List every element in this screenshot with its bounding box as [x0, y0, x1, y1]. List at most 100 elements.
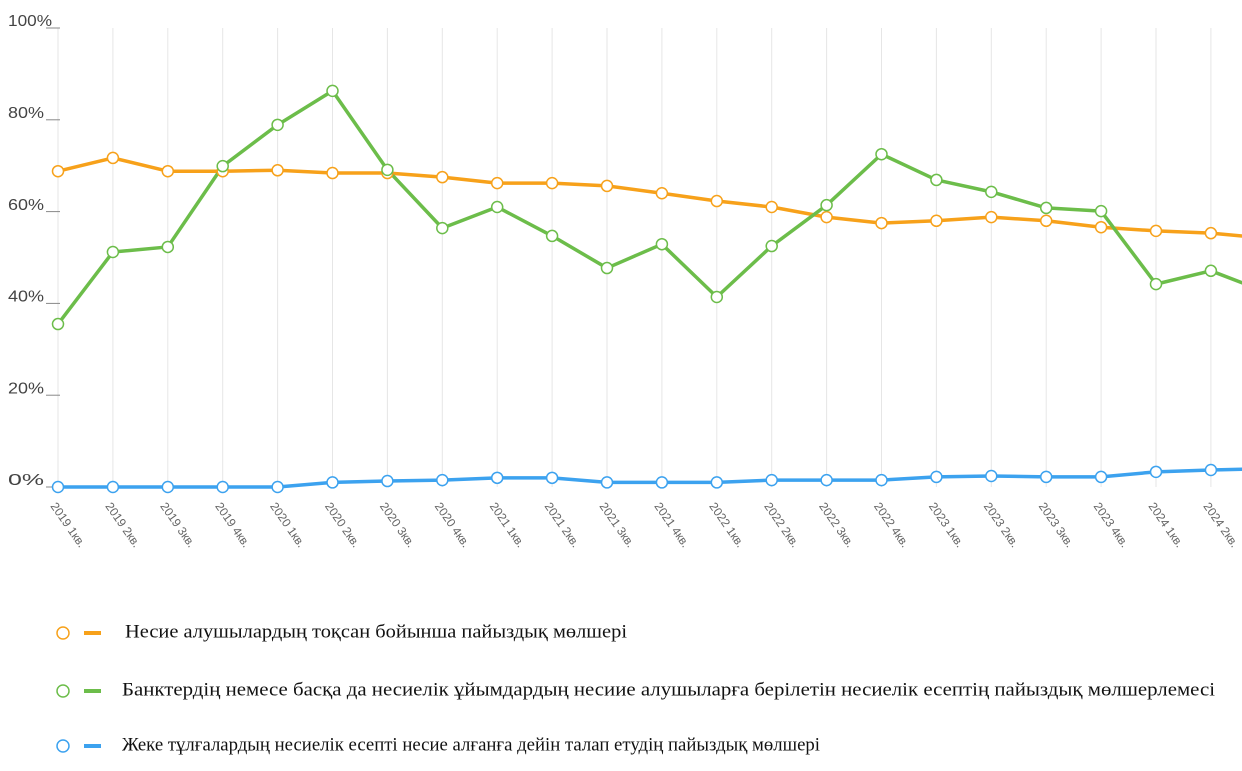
data-point [1204, 264, 1218, 278]
data-point [655, 476, 669, 489]
data-point [765, 239, 778, 253]
data-point [930, 470, 943, 484]
x-tick-label: 2024 1кв. [1146, 500, 1187, 550]
data-point [655, 186, 669, 200]
data-point [875, 473, 888, 487]
data-point [1094, 220, 1108, 234]
y-tick-label: 80% [8, 105, 44, 122]
data-point [545, 176, 559, 190]
x-tick-label: 2023 1кв. [926, 500, 967, 550]
data-point [326, 476, 339, 489]
x-tick-label: 2023 4кв. [1091, 500, 1132, 550]
data-point [106, 245, 120, 259]
data-point [381, 163, 394, 177]
legend-marker [56, 626, 70, 640]
x-tick-label: 2019 3кв. [157, 500, 198, 550]
legend-label: Несие алушылардың тоқсан бойынша пайызды… [125, 621, 627, 642]
series-line [57, 156, 1242, 238]
data-point [930, 173, 943, 187]
data-point [436, 170, 449, 184]
data-point [820, 198, 833, 212]
data-point [436, 473, 449, 487]
data-point [820, 210, 833, 224]
x-tick-label: 2022 3кв. [816, 500, 857, 550]
y-tick-label: 60% [8, 197, 44, 214]
x-tick-label: 2019 4кв. [212, 500, 253, 550]
data-point [490, 471, 504, 485]
data-point [545, 229, 559, 243]
data-point [326, 84, 339, 98]
x-tick-label: 2023 3кв. [1036, 500, 1077, 550]
legend: Несие алушылардың тоқсан бойынша пайызды… [56, 621, 1215, 755]
plot [51, 84, 1242, 494]
data-point [985, 469, 998, 483]
x-tick-label: 2024 2кв. [1200, 500, 1241, 550]
x-tick-label: 2021 1кв. [487, 500, 528, 550]
data-point [1094, 204, 1108, 218]
data-point [1039, 201, 1053, 215]
x-tick-label: 2020 4кв. [432, 500, 473, 550]
data-point [271, 118, 284, 132]
x-tick-label: 2019 2кв. [102, 500, 143, 550]
data-point [600, 179, 614, 193]
data-point [930, 214, 943, 228]
data-point [545, 471, 559, 485]
x-tick-label: 2020 1кв. [267, 500, 308, 550]
y-tick-label: 0% [8, 472, 44, 489]
x-tick-label: 2020 3кв. [377, 500, 418, 550]
x-tick-label: 2019 1кв. [48, 500, 89, 550]
data-point [436, 221, 449, 235]
legend-marker [56, 684, 70, 698]
data-point [600, 261, 614, 275]
data-point [1149, 465, 1163, 479]
x-tick-label: 2021 4кв. [651, 500, 692, 550]
x-tick-label: 2021 3кв. [597, 500, 638, 550]
y-tick-label: 100% [8, 13, 52, 30]
data-point [216, 159, 229, 173]
data-point [985, 210, 998, 224]
data-point [381, 474, 394, 488]
x-tick-label: 2020 2кв. [322, 500, 363, 550]
data-point [710, 476, 724, 489]
data-point [710, 194, 724, 208]
data-point [1204, 463, 1218, 477]
legend-label: Банктердің немесе басқа да несиелік ұйым… [122, 679, 1215, 700]
data-point [875, 147, 888, 161]
data-point [216, 480, 229, 494]
data-point [271, 164, 284, 177]
legend-marker [56, 739, 70, 753]
x-tick-label: 2021 2кв. [542, 500, 583, 550]
series-line [58, 467, 1242, 489]
y-tick-label: 40% [8, 289, 44, 306]
data-point [490, 176, 504, 190]
data-point [600, 476, 614, 489]
data-point [985, 185, 998, 199]
x-tick-label: 2023 2кв. [981, 500, 1022, 550]
data-point [1039, 214, 1053, 228]
data-point [1149, 224, 1163, 238]
x-tick-label: 2022 1кв. [706, 500, 747, 550]
data-point [710, 290, 724, 304]
data-point [1204, 226, 1218, 240]
series-line [56, 89, 1242, 326]
x-tick-label: 2022 4кв. [871, 500, 912, 550]
data-point [1039, 470, 1053, 484]
data-point [51, 480, 65, 494]
data-point [875, 216, 888, 230]
data-point [51, 317, 65, 331]
x-tick-label: 2022 2кв. [761, 500, 802, 550]
data-point [161, 480, 175, 494]
grid: 0% 20% 40% 60% 80% 100% 2019 1кв. 2019 2кв. 2019… [8, 13, 1242, 550]
data-point [271, 480, 284, 494]
data-point [1094, 470, 1108, 484]
y-tick-label: 20% [8, 380, 44, 397]
data-point [820, 473, 833, 487]
data-point [765, 473, 778, 487]
data-point [106, 480, 120, 494]
data-point [51, 164, 65, 178]
data-point [161, 164, 175, 178]
data-point [655, 237, 669, 251]
data-point [326, 166, 339, 180]
legend-label: Жеке тұлғалардың несиелік есепті несие а… [122, 734, 820, 755]
